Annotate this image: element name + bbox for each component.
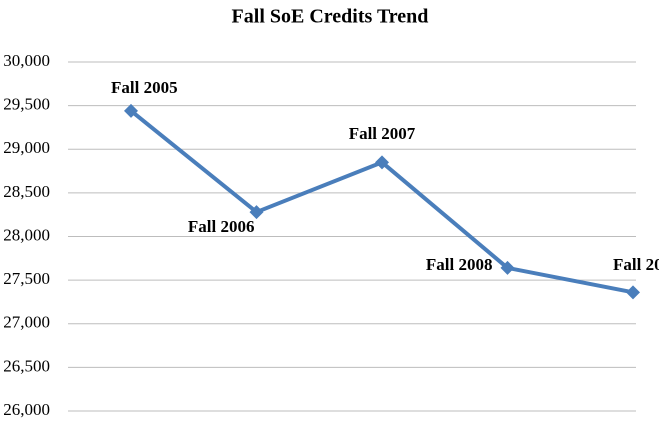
- y-tick-label: 29,500: [3, 95, 50, 114]
- data-label: Fall 2007: [349, 124, 416, 143]
- point-marker: [249, 205, 264, 220]
- data-label: Fall 2005: [111, 78, 178, 97]
- y-tick-label: 26,000: [3, 400, 50, 419]
- data-label: Fall 2006: [188, 217, 255, 236]
- y-tick-label: 27,000: [3, 313, 50, 332]
- point-marker: [124, 103, 138, 118]
- y-tick-label: 27,500: [3, 269, 50, 288]
- y-tick-label: 28,000: [3, 225, 50, 244]
- data-label: Fall 2008: [426, 255, 493, 274]
- point-marker: [500, 260, 515, 275]
- point-marker: [626, 285, 640, 300]
- y-tick-label: 26,500: [3, 356, 50, 375]
- y-tick-label: 28,500: [3, 182, 50, 201]
- y-tick-label: 30,000: [3, 51, 50, 70]
- point-marker: [375, 155, 389, 170]
- y-tick-label: 29,000: [3, 138, 50, 157]
- chart-title: Fall SoE Credits Trend: [232, 6, 429, 28]
- data-label: Fall 2009: [613, 255, 659, 274]
